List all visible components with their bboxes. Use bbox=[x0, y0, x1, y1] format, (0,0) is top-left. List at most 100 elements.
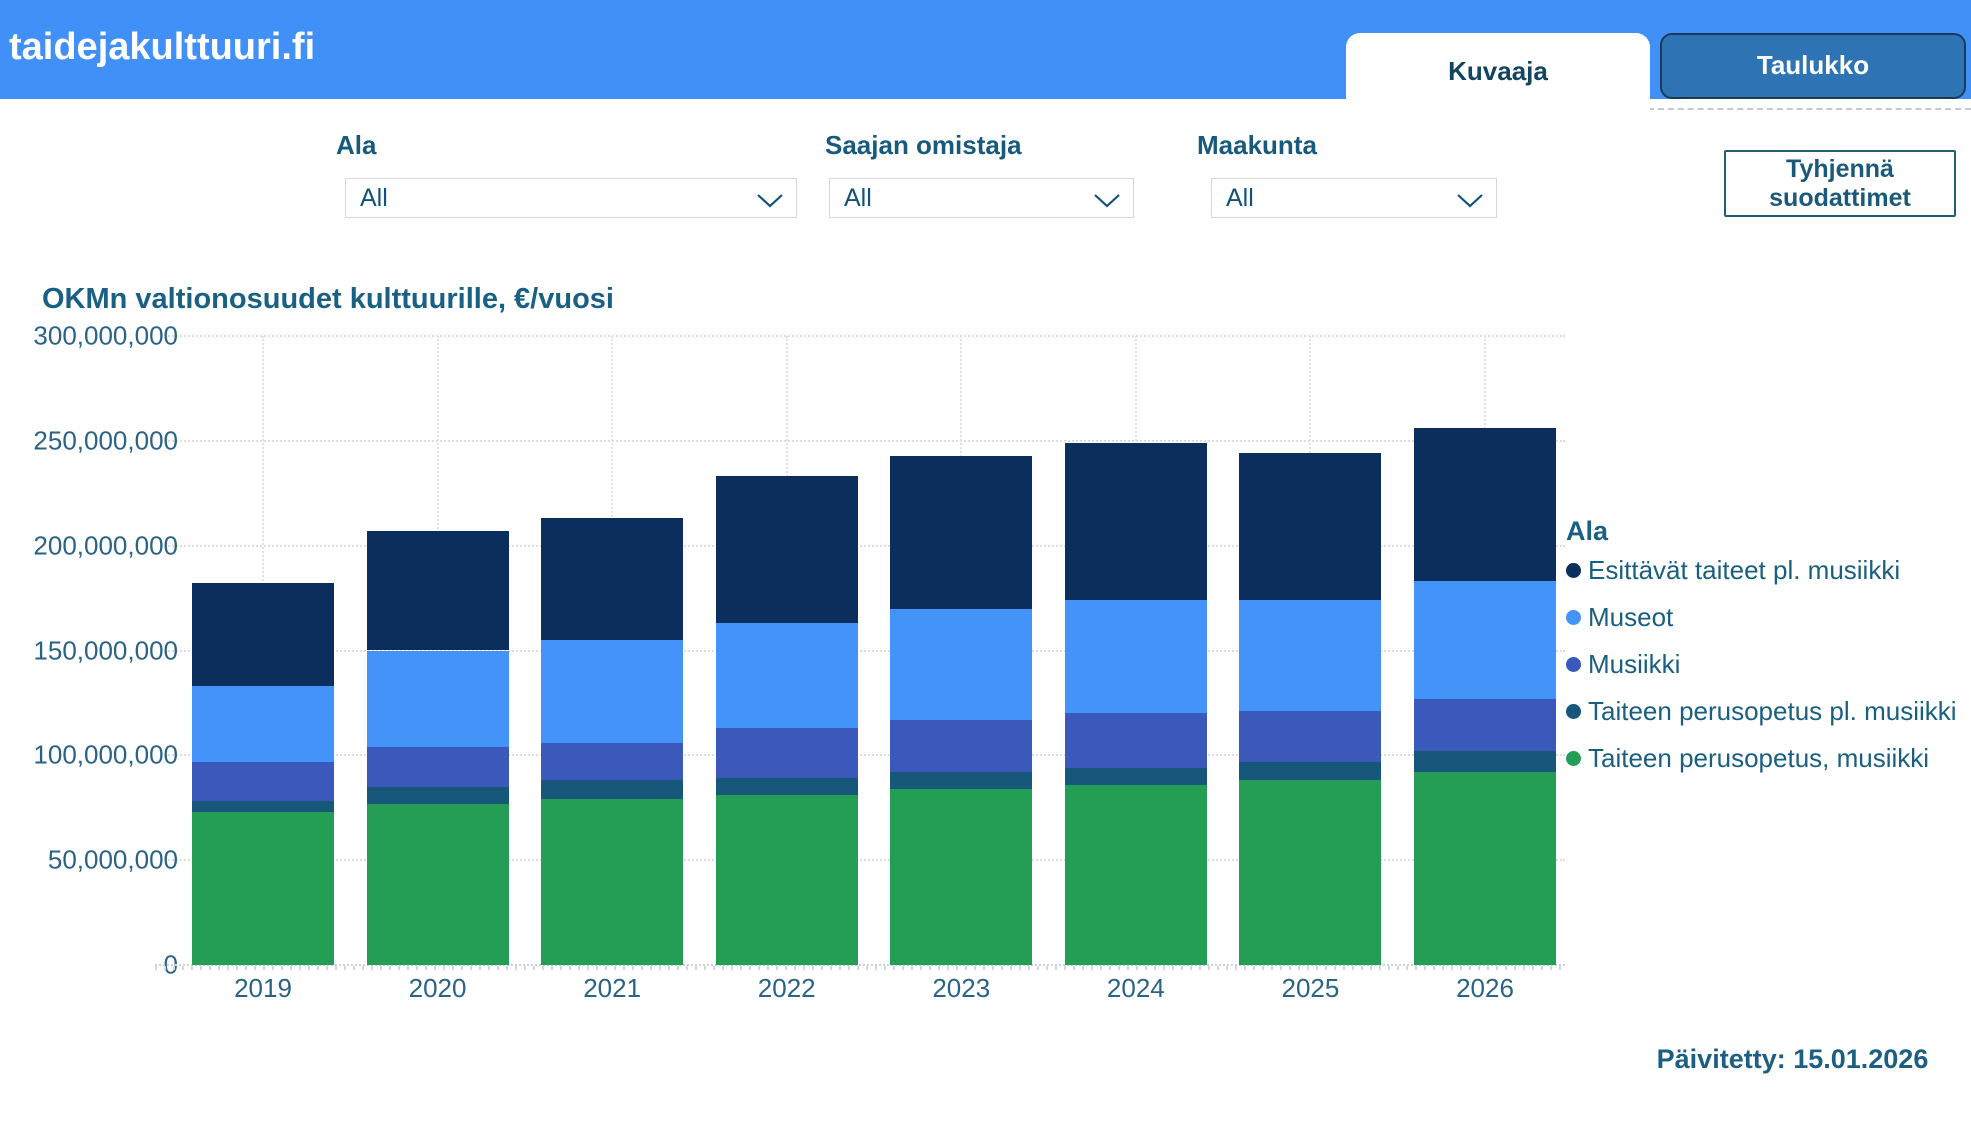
x-axis-ticks bbox=[155, 966, 1565, 970]
bar-segment[interactable] bbox=[715, 623, 858, 729]
bar-segment[interactable] bbox=[541, 799, 684, 965]
chart-title: OKMn valtionosuudet kulttuurille, €/vuos… bbox=[42, 283, 614, 315]
bar-segment[interactable] bbox=[366, 530, 509, 651]
bar-segment[interactable] bbox=[1239, 780, 1382, 965]
bar-segment[interactable] bbox=[890, 772, 1033, 789]
ala-dropdown-value: All bbox=[360, 184, 388, 212]
bar-segment[interactable] bbox=[715, 795, 858, 965]
site-brand: taidejakulttuuri.fi bbox=[9, 26, 316, 68]
chart-legend: Ala Esittävät taiteet pl. musiikki Museot… bbox=[1566, 516, 1966, 790]
chevron-down-icon bbox=[1093, 193, 1121, 213]
bar-segment[interactable] bbox=[1239, 711, 1382, 762]
bar-segment[interactable] bbox=[1064, 600, 1207, 714]
legend-item[interactable]: Taiteen perusopetus, musiikki bbox=[1566, 743, 1966, 774]
tab-taulukko[interactable]: Taulukko bbox=[1660, 33, 1966, 99]
y-gridline bbox=[165, 439, 1565, 442]
bar-segment[interactable] bbox=[890, 719, 1033, 773]
bar-segment[interactable] bbox=[1064, 713, 1207, 768]
legend-item[interactable]: Musiikki bbox=[1566, 649, 1966, 680]
legend-dot-icon bbox=[1566, 657, 1581, 672]
x-axis-label: 2019 bbox=[234, 973, 292, 1003]
legend-dot-icon bbox=[1566, 751, 1581, 766]
ala-dropdown[interactable]: All bbox=[345, 178, 797, 218]
bar-segment[interactable] bbox=[192, 801, 334, 812]
maakunta-dropdown[interactable]: All bbox=[1211, 178, 1497, 218]
legend-title: Ala bbox=[1566, 516, 1609, 546]
legend-label: Esittävät taiteet pl. musiikki bbox=[1588, 555, 1901, 585]
bar-segment[interactable] bbox=[541, 742, 684, 781]
bar-segment[interactable] bbox=[890, 455, 1033, 609]
y-gridline bbox=[165, 544, 1565, 547]
tab-panel-divider bbox=[1648, 108, 1971, 110]
bar-segment[interactable] bbox=[1413, 698, 1556, 752]
bar-segment[interactable] bbox=[366, 803, 509, 965]
bar-segment[interactable] bbox=[541, 518, 684, 640]
y-gridline bbox=[165, 335, 1565, 337]
filter-label-saajan-omistaja: Saajan omistaja bbox=[825, 130, 1022, 160]
maakunta-dropdown-value: All bbox=[1226, 184, 1254, 212]
y-axis-label: 100,000,000 bbox=[33, 739, 178, 770]
bar-segment[interactable] bbox=[1413, 428, 1556, 582]
y-axis-label: 250,000,000 bbox=[33, 425, 178, 456]
saajan-omistaja-dropdown[interactable]: All bbox=[829, 178, 1134, 218]
legend-dot-icon bbox=[1566, 610, 1581, 625]
bar-segment[interactable] bbox=[366, 746, 509, 787]
legend-item[interactable]: Esittävät taiteet pl. musiikki bbox=[1566, 555, 1966, 586]
x-axis-label: 2025 bbox=[1281, 973, 1340, 1003]
legend-dot-icon bbox=[1566, 563, 1581, 578]
bar-segment[interactable] bbox=[192, 761, 334, 802]
legend-label: Taiteen perusopetus pl. musiikki bbox=[1588, 696, 1957, 726]
x-axis-label: 2022 bbox=[757, 973, 816, 1003]
bar-segment[interactable] bbox=[1239, 600, 1382, 712]
bar-segment[interactable] bbox=[1413, 772, 1556, 965]
bar-segment[interactable] bbox=[1413, 751, 1556, 773]
y-gridline bbox=[165, 754, 1565, 757]
bar-segment[interactable] bbox=[715, 476, 858, 624]
bar-segment[interactable] bbox=[366, 786, 509, 804]
bar-segment[interactable] bbox=[366, 650, 509, 747]
bar-segment[interactable] bbox=[1239, 453, 1382, 601]
clear-filters-button[interactable]: Tyhjennä suodattimet bbox=[1724, 150, 1956, 217]
bar-segment[interactable] bbox=[1064, 442, 1207, 601]
bar-segment[interactable] bbox=[192, 811, 334, 965]
bar-segment[interactable] bbox=[1064, 767, 1207, 785]
bar-segment[interactable] bbox=[541, 780, 684, 800]
bar-segment[interactable] bbox=[1413, 581, 1556, 699]
saajan-omistaja-dropdown-value: All bbox=[844, 184, 872, 212]
bar-segment[interactable] bbox=[192, 686, 334, 762]
x-axis-label: 2021 bbox=[583, 973, 642, 1003]
legend-item[interactable]: Museot bbox=[1566, 602, 1966, 633]
legend-label: Taiteen perusopetus, musiikki bbox=[1588, 743, 1930, 773]
updated-timestamp: Päivitetty: 15.01.2026 bbox=[1656, 1044, 1929, 1074]
y-axis-label: 200,000,000 bbox=[33, 530, 178, 561]
x-axis-label: 2026 bbox=[1456, 973, 1514, 1003]
tab-kuvaaja[interactable]: Kuvaaja bbox=[1346, 33, 1650, 113]
bar-segment[interactable] bbox=[541, 640, 684, 743]
bar-segment[interactable] bbox=[1239, 761, 1382, 781]
chevron-down-icon bbox=[1456, 193, 1484, 213]
x-axis-line bbox=[155, 964, 1565, 966]
x-axis-label: 2024 bbox=[1106, 973, 1165, 1003]
legend-label: Museot bbox=[1588, 602, 1674, 632]
y-axis-label: 300,000,000 bbox=[33, 320, 178, 351]
bar-segment[interactable] bbox=[715, 728, 858, 779]
chevron-down-icon bbox=[756, 193, 784, 213]
filter-label-maakunta: Maakunta bbox=[1197, 130, 1317, 160]
y-gridline bbox=[165, 649, 1565, 652]
bar-segment[interactable] bbox=[192, 583, 334, 687]
legend-dot-icon bbox=[1566, 704, 1581, 719]
bar-segment[interactable] bbox=[715, 778, 858, 796]
y-axis-label: 50,000,000 bbox=[47, 844, 178, 875]
filter-label-ala: Ala bbox=[336, 130, 377, 160]
bar-segment[interactable] bbox=[1064, 784, 1207, 965]
x-axis-label: 2020 bbox=[408, 973, 467, 1003]
y-gridline bbox=[165, 859, 1565, 862]
legend-item[interactable]: Taiteen perusopetus pl. musiikki bbox=[1566, 696, 1966, 727]
bar-segment[interactable] bbox=[890, 788, 1033, 965]
x-axis-label: 2023 bbox=[932, 973, 991, 1003]
y-axis-label: 0 bbox=[163, 949, 178, 980]
bar-segment[interactable] bbox=[890, 608, 1033, 720]
legend-label: Musiikki bbox=[1588, 649, 1681, 679]
